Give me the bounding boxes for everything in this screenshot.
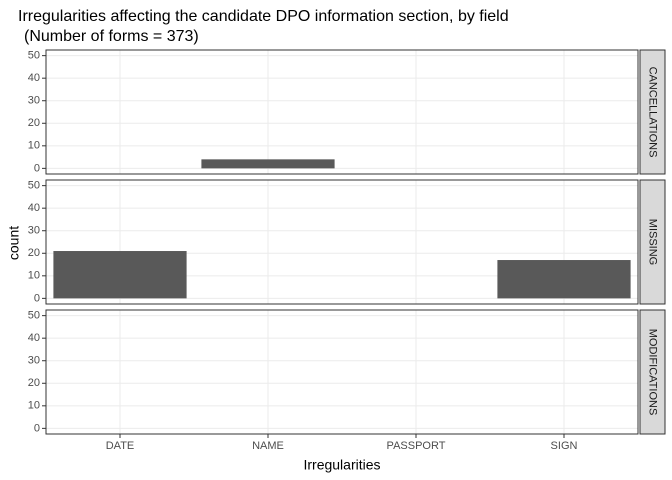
y-tick-label: 20 — [28, 377, 40, 389]
y-tick-label: 20 — [28, 117, 40, 129]
panel-border — [45, 309, 639, 435]
chart-subtitle: (Number of forms = 373) — [24, 28, 199, 45]
facet-label: MODIFICATIONS — [647, 329, 659, 416]
y-tick-label: 40 — [28, 202, 40, 214]
x-tick-label: PASSPORT — [387, 440, 446, 452]
y-tick-label: 30 — [28, 355, 40, 367]
y-tick-label: 30 — [28, 225, 40, 237]
y-tick-label: 50 — [28, 180, 40, 192]
facet-strip — [639, 309, 666, 435]
facet-label: MISSING — [647, 219, 659, 265]
y-tick-label: 10 — [28, 400, 40, 412]
bar — [53, 251, 187, 299]
y-tick-label: 50 — [28, 310, 40, 322]
x-tick-label: SIGN — [551, 440, 578, 452]
y-tick-label: 50 — [28, 50, 40, 62]
bar — [497, 260, 631, 299]
facet-strip — [639, 179, 666, 305]
panel-border — [45, 49, 639, 175]
panel-border — [45, 179, 639, 305]
y-tick-label: 40 — [28, 72, 40, 84]
x-axis-label: Irregularities — [303, 457, 380, 473]
y-tick-label: 20 — [28, 247, 40, 259]
y-tick-label: 0 — [34, 422, 40, 434]
chart-title: Irregularities affecting the candidate D… — [18, 8, 509, 25]
x-tick-label: DATE — [106, 440, 135, 452]
y-axis-label: count — [6, 226, 22, 260]
y-tick-label: 0 — [34, 292, 40, 304]
facet-strip — [639, 49, 666, 175]
y-tick-label: 10 — [28, 140, 40, 152]
facet-label: CANCELLATIONS — [647, 67, 659, 158]
y-tick-label: 10 — [28, 270, 40, 282]
y-tick-label: 30 — [28, 95, 40, 107]
y-tick-label: 0 — [34, 162, 40, 174]
y-tick-label: 40 — [28, 332, 40, 344]
x-tick-label: NAME — [252, 440, 284, 452]
bar — [201, 159, 335, 169]
panel-background — [46, 50, 638, 174]
panel-background — [46, 310, 638, 434]
